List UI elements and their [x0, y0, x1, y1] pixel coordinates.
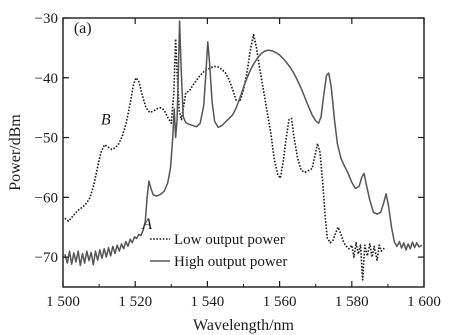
y-tick-label: −40: [35, 71, 58, 87]
x-tick-label: 1 560: [263, 294, 297, 310]
annotation-b: B: [101, 111, 111, 128]
plot-lines-layer: [64, 20, 423, 281]
series-line-high-output-power: [64, 20, 423, 267]
y-axis-label: Power/dBm: [7, 114, 24, 191]
x-tick-label: 1 520: [118, 294, 152, 310]
y-tick-label: −70: [35, 250, 58, 266]
x-tick-label: 1 540: [191, 294, 225, 310]
x-tick-label: 1 500: [46, 294, 80, 310]
annotation-a: (a): [74, 20, 92, 37]
legend-label-high: High output power: [174, 254, 287, 270]
x-tick-label: 1 580: [335, 294, 369, 310]
y-tick-label: −60: [35, 190, 58, 206]
x-axis-label: Wavelength/nm: [193, 317, 294, 334]
y-tick-label: −30: [35, 11, 58, 27]
legend-label-low: Low output power: [174, 232, 285, 248]
y-tick-label: −50: [35, 131, 58, 147]
axis-ticks-layer: [62, 17, 425, 287]
legend: Low output power High output power: [150, 232, 287, 270]
annotations-layer: (a) B A: [74, 20, 153, 233]
axis-labels-layer: 1 500 1 520 1 540 1 560 1 580 1 600 −70 −60 −50 −…: [7, 11, 441, 334]
x-tick-label: 1 600: [407, 294, 441, 310]
annotation-a: A: [141, 216, 152, 233]
